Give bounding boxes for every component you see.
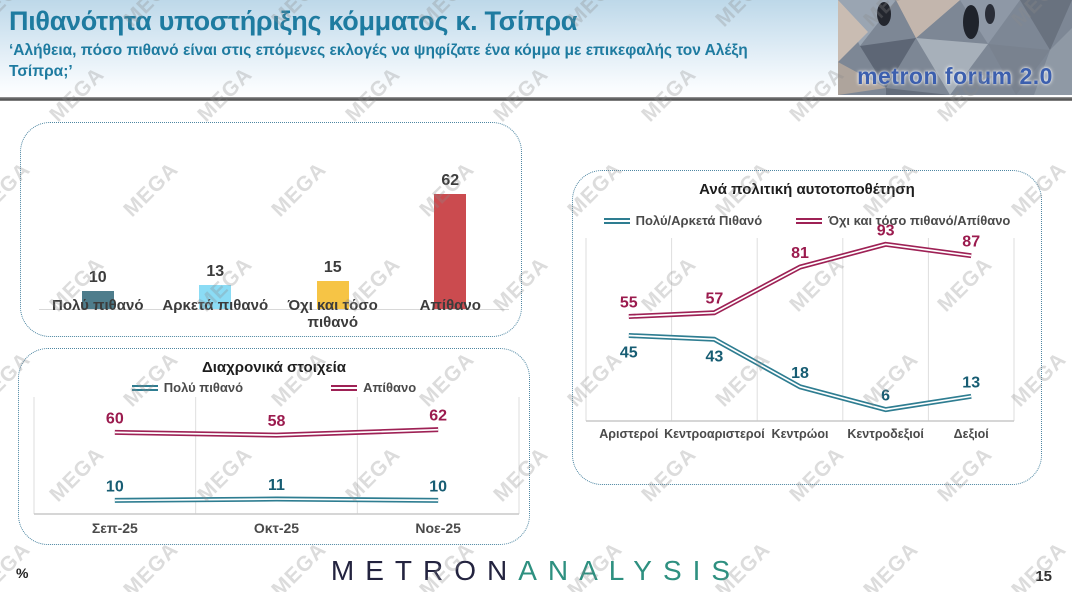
line-value-label: 10 — [429, 478, 447, 495]
legend-label: Πολύ πιθανό — [163, 380, 244, 395]
header-text: Πιθανότητα υποστήριξης κόμματος κ. Τσίπρ… — [9, 6, 826, 83]
line-value-label: 55 — [620, 295, 638, 312]
bar-category-label: Απίθανο — [419, 297, 481, 314]
line-value-label: 87 — [962, 234, 980, 251]
bar-category-label: Πολύ πιθανό — [52, 297, 144, 314]
political-line-chart: 45 43 18 6 13 55 57 81 93 87 Αριστεροί Κεντροαριστε… — [585, 222, 1015, 441]
x-axis-label: Κεντρώοι — [772, 427, 829, 441]
bar — [316, 281, 349, 309]
panel-likelihood-bars: 10 13 15 62 Πολύ πιθανό Αρκετά πιθανό Όχι και… — [20, 122, 522, 337]
line-value-label: 93 — [877, 222, 895, 239]
legend-swatch — [603, 217, 630, 224]
x-axis-label: Αριστεροί — [599, 427, 659, 441]
bar-category-label: Αρκετά πιθανό — [162, 297, 269, 314]
x-axis-label: Νοε-25 — [415, 520, 461, 536]
brand-analysis: ANALYSIS — [518, 555, 742, 586]
bar — [434, 194, 467, 309]
legend-item: Απίθανο — [331, 380, 416, 395]
metron-forum-logo: metron forum 2.0 — [838, 0, 1072, 95]
legend-item: Όχι και τόσο πιθανό/Απίθανο — [796, 213, 1010, 228]
x-axis-label: Κεντροαριστεροί — [664, 427, 765, 441]
political-chart-title: Ανά πολιτική αυτοτοποθέτηση — [699, 181, 915, 198]
bar-value-label: 15 — [323, 259, 342, 277]
line-value-label: 13 — [962, 374, 980, 391]
x-axis-label: Κεντροδεξιοί — [847, 427, 924, 441]
bar-column: 13 — [157, 263, 275, 309]
bar-chart: 10 13 15 62 — [39, 135, 509, 310]
mosaic-photo-graphic — [838, 0, 1072, 95]
panel-political: Ανά πολιτική αυτοτοποθέτηση Πολύ/Αρκετά … — [572, 170, 1042, 485]
x-axis-label: Δεξιοί — [954, 427, 990, 441]
header-divider — [0, 97, 1072, 101]
legend-swatch — [131, 384, 158, 391]
legend-label: Όχι και τόσο πιθανό/Απίθανο — [828, 213, 1011, 228]
line-value-label: 6 — [881, 388, 890, 405]
line-value-label: 10 — [106, 478, 124, 495]
bar — [199, 284, 232, 309]
legend-item: Πολύ/Αρκετά Πιθανό — [603, 213, 763, 228]
line-value-label: 81 — [791, 245, 809, 262]
page-number: 15 — [1035, 568, 1052, 585]
x-axis-label: Οκτ-25 — [254, 520, 299, 536]
line-value-label: 18 — [791, 365, 809, 382]
line-value-label: 45 — [620, 345, 638, 362]
unit-label: % — [16, 565, 29, 581]
legend-swatch — [796, 217, 823, 224]
line-value-label: 60 — [106, 410, 124, 427]
timeline-line-chart: 10 11 10 60 58 62 Σεπ-25 Οκτ-25 Νοε-25 — [33, 397, 520, 536]
bar-value-label: 62 — [441, 172, 460, 190]
brand-metron: METRON — [330, 555, 519, 586]
timeline-legend: Πολύ πιθανό Απίθανο — [19, 380, 529, 395]
panel-timeline: Διαχρονικά στοιχεία Πολύ πιθανό Απίθανο 1… — [18, 348, 530, 545]
header: Πιθανότητα υποστήριξης κόμματος κ. Τσίπρ… — [0, 0, 1072, 97]
legend-item: Πολύ πιθανό — [131, 380, 244, 395]
metron-analysis-logo: METRONANALYSIS — [0, 555, 1072, 587]
line-value-label: 11 — [268, 477, 285, 494]
x-axis-label: Σεπ-25 — [92, 520, 138, 536]
bar-column: 15 — [274, 259, 392, 309]
bar-column: 62 — [392, 172, 510, 309]
metron-forum-logo-text: metron forum 2.0 — [857, 63, 1053, 89]
line-value-label: 62 — [429, 408, 447, 425]
bar-category-labels: Πολύ πιθανό Αρκετά πιθανό Όχι και τόσο πιθ… — [39, 297, 509, 331]
timeline-chart-title: Διαχρονικά στοιχεία — [201, 359, 347, 376]
bar-value-label: 10 — [88, 268, 107, 286]
page-title: Πιθανότητα υποστήριξης κόμματος κ. Τσίπρ… — [9, 6, 578, 36]
legend-swatch — [331, 384, 358, 391]
line-value-label: 58 — [268, 413, 286, 430]
legend-label: Απίθανο — [363, 380, 417, 395]
bar-value-label: 13 — [206, 262, 225, 280]
line-value-label: 43 — [706, 348, 724, 365]
bar-category-label: Όχι και τόσο πιθανό — [287, 297, 378, 331]
page-subtitle: ‘Αλήθεια, πόσο πιθανό είναι στις επόμενε… — [9, 42, 748, 80]
legend-label: Πολύ/Αρκετά Πιθανό — [635, 213, 763, 228]
political-legend: Πολύ/Αρκετά Πιθανό Όχι και τόσο πιθανό/Απ… — [573, 213, 1041, 228]
bar — [81, 290, 114, 309]
bar-column: 10 — [39, 268, 157, 309]
line-value-label: 57 — [706, 291, 724, 308]
